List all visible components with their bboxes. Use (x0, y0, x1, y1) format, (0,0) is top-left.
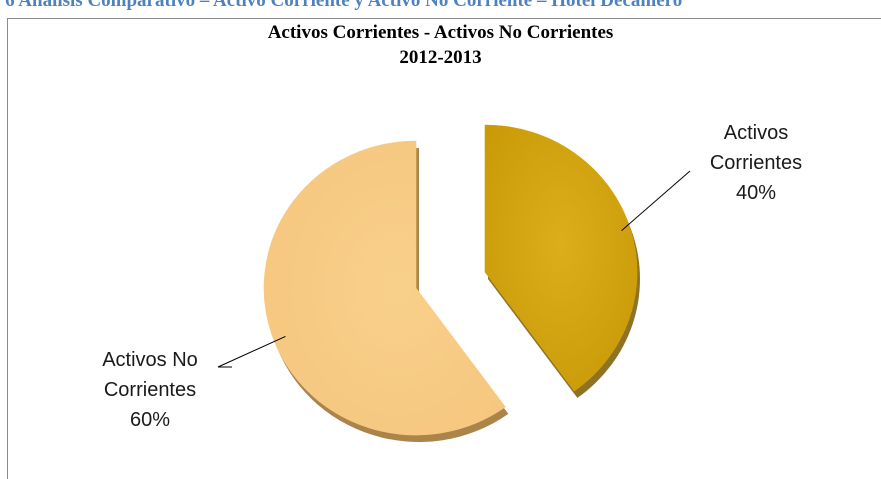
chart-title: Activos Corrientes - Activos No Corrient… (267, 22, 614, 43)
chart-subtitle: 2012-2013 (399, 47, 482, 68)
leader-line (217, 335, 286, 368)
pie-slice-activos-corrientes (484, 124, 638, 392)
data-label-name-line2: Corrientes (103, 379, 197, 401)
chart-title-block: Activos Corrientes - Activos No Corrient… (0, 20, 881, 70)
leader-line (621, 170, 691, 231)
slice-layer (263, 124, 641, 442)
leader-lines (217, 170, 691, 368)
data-label-name-line2: Corrientes (709, 152, 803, 174)
data-label-activos-corrientes: Activos Corrientes 40% (676, 118, 836, 208)
data-label-percent: 40% (735, 182, 777, 204)
data-label-activos-no-corrientes: Activos No Corrientes 60% (70, 345, 230, 435)
data-label-name-line1: Activos (723, 122, 789, 144)
figure-caption: - 6 Análisis Comparativo – Activo Corrie… (0, 0, 683, 11)
data-label-percent: 60% (129, 409, 171, 431)
data-label-name-line1: Activos No (102, 349, 198, 371)
pie-slice-activos-no-corrientes (263, 140, 506, 436)
